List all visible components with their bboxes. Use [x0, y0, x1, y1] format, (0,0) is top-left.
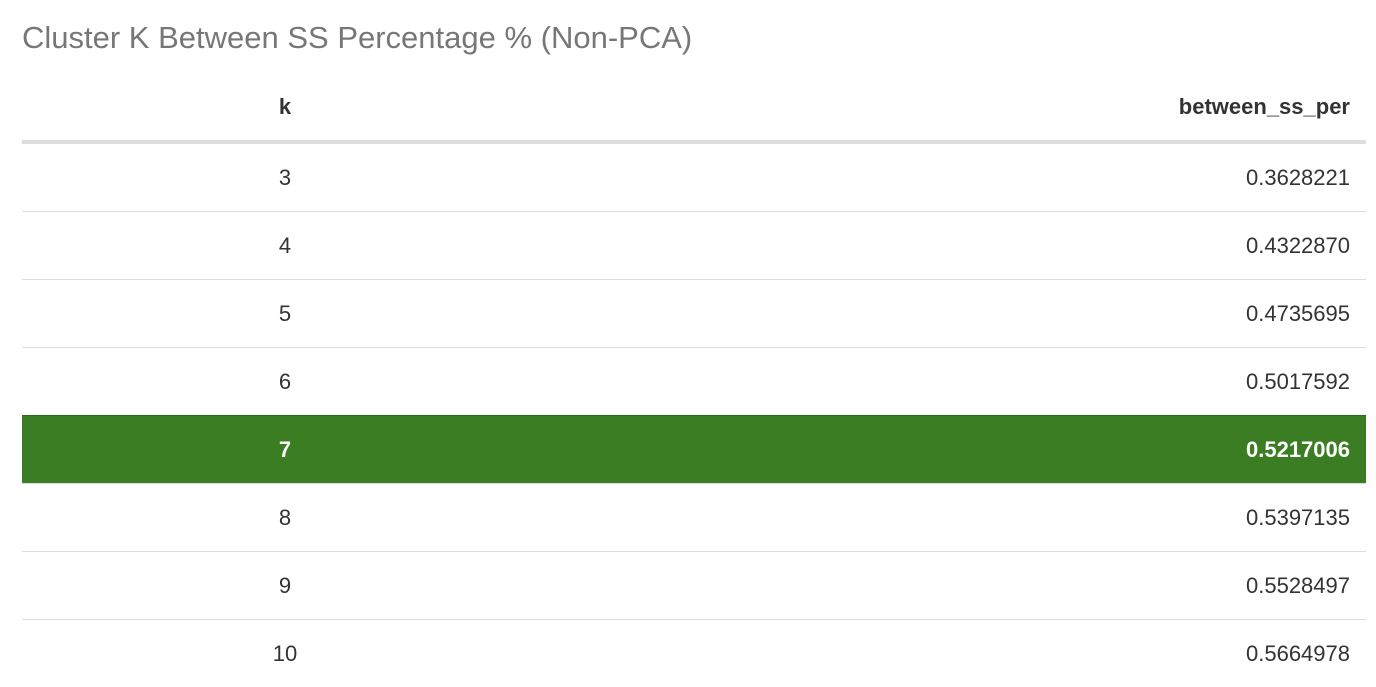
cell-between-ss-per: 0.4735695	[548, 280, 1366, 348]
cell-k-value: 10	[22, 641, 548, 667]
results-table: k between_ss_per 3 0.3628221 4 0.4322870…	[22, 74, 1366, 687]
table-body: 3 0.3628221 4 0.4322870 5 0.4735695 6 0.…	[22, 142, 1366, 687]
cell-k-value: 5	[22, 301, 548, 327]
cell-k-value: 7	[22, 437, 548, 463]
cell-k: 4	[22, 212, 548, 280]
column-header-k-label: k	[22, 94, 548, 120]
table-header: k between_ss_per	[22, 74, 1366, 142]
header-row: k between_ss_per	[22, 74, 1366, 142]
cell-between-ss-per: 0.5217006	[548, 416, 1366, 484]
cell-k-value: 6	[22, 369, 548, 395]
cell-k: 10	[22, 620, 548, 687]
table-row: 6 0.5017592	[22, 348, 1366, 416]
column-header-k[interactable]: k	[22, 74, 548, 142]
cell-k: 5	[22, 280, 548, 348]
table-row: 5 0.4735695	[22, 280, 1366, 348]
table-row: 8 0.5397135	[22, 484, 1366, 552]
table-row: 9 0.5528497	[22, 552, 1366, 620]
cell-k-value: 4	[22, 233, 548, 259]
cell-between-ss-per: 0.5397135	[548, 484, 1366, 552]
table-row: 4 0.4322870	[22, 212, 1366, 280]
column-header-between-ss-per[interactable]: between_ss_per	[548, 74, 1366, 142]
cell-k: 3	[22, 142, 548, 212]
cell-between-ss-per: 0.3628221	[548, 142, 1366, 212]
cell-k-value: 8	[22, 505, 548, 531]
cell-k: 8	[22, 484, 548, 552]
cell-k: 7	[22, 416, 548, 484]
cell-k-value: 3	[22, 165, 548, 191]
page-title: Cluster K Between SS Percentage % (Non-P…	[22, 18, 692, 58]
cell-between-ss-per: 0.5664978	[548, 620, 1366, 687]
table-row-highlighted: 7 0.5217006	[22, 416, 1366, 484]
cell-k-value: 9	[22, 573, 548, 599]
cell-between-ss-per: 0.5017592	[548, 348, 1366, 416]
cell-between-ss-per: 0.4322870	[548, 212, 1366, 280]
cell-k: 9	[22, 552, 548, 620]
cell-k: 6	[22, 348, 548, 416]
table-row: 10 0.5664978	[22, 620, 1366, 687]
table-row: 3 0.3628221	[22, 142, 1366, 212]
cell-between-ss-per: 0.5528497	[548, 552, 1366, 620]
